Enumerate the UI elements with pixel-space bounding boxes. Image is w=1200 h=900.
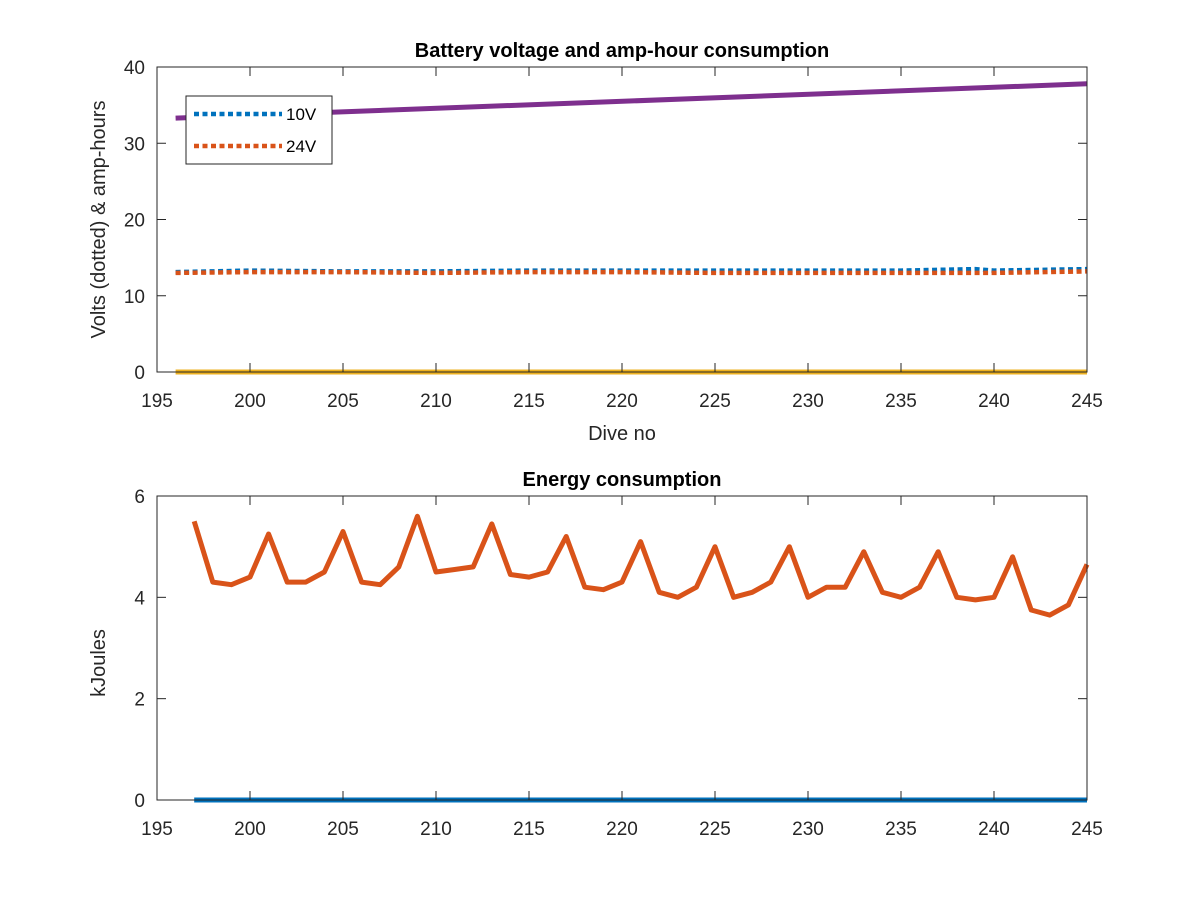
chart-2-x-tick-label: 220: [606, 819, 638, 840]
chart-1-title: Battery voltage and amp-hour consumption: [415, 40, 829, 62]
chart-2-x-tick-label: 195: [141, 819, 173, 840]
chart-1-x-tick-label: 225: [699, 391, 731, 412]
chart-2-series-1-line: [191, 513, 1090, 618]
chart-1-y-tick-label: 0: [134, 363, 145, 384]
chart-1-x-tick-label: 215: [513, 391, 545, 412]
chart-2-x-tick-label: 240: [978, 819, 1010, 840]
chart-1-x-tick-label: 220: [606, 391, 638, 412]
chart-2-x-tick-label: 215: [513, 819, 545, 840]
chart-1-series-10v-line: [175, 266, 1088, 275]
chart-2: 195 200 205 210 215 220 225 230 235 240 245 0 2 4 6 Ene…: [88, 469, 1103, 840]
chart-1-y-tick-label: 20: [124, 211, 145, 232]
chart-2-y-tick-label: 2: [134, 690, 145, 711]
chart-2-x-tick-label: 225: [699, 819, 731, 840]
chart-2-x-tick-label: 200: [234, 819, 266, 840]
chart-2-x-tick-label: 205: [327, 819, 359, 840]
chart-1-x-axis-label: Dive no: [588, 423, 656, 445]
chart-1-x-tick-label: 245: [1071, 391, 1103, 412]
chart-1-x-tick-label: 230: [792, 391, 824, 412]
chart-2-x-tick-label: 235: [885, 819, 917, 840]
chart-1-x-tick-label: 205: [327, 391, 359, 412]
chart-2-x-tick-label: 230: [792, 819, 824, 840]
chart-2-x-tick-label: 245: [1071, 819, 1103, 840]
chart-2-x-tick-label: 210: [420, 819, 452, 840]
chart-1-x-tick-label: 210: [420, 391, 452, 412]
chart-1-series-24v-line: [175, 269, 1088, 276]
chart-1-y-tick-label: 40: [124, 58, 145, 79]
legend-box: [185, 95, 333, 165]
chart-1-x-tick-label: 235: [885, 391, 917, 412]
chart-1-y-tick-label: 10: [124, 287, 145, 308]
chart-2-y-tick-label: 6: [134, 487, 145, 508]
chart-1-x-tick-label: 195: [141, 391, 173, 412]
chart-1-legend: 10V 24V: [185, 95, 333, 165]
chart-2-title: Energy consumption: [523, 469, 722, 491]
legend-label-24v: 24V: [286, 137, 317, 156]
chart-1-x-tick-label: 240: [978, 391, 1010, 412]
chart-2-y-tick-label: 4: [134, 588, 145, 609]
chart-1-x-tick-label: 200: [234, 391, 266, 412]
chart-1: 195 200 205 210 215 220 225 230 235 240 245 0 10 20 30…: [88, 40, 1103, 445]
legend-label-10v: 10V: [286, 105, 317, 124]
chart-1-y-axis-label: Volts (dotted) & amp-hours: [88, 101, 110, 339]
chart-1-y-tick-label: 30: [124, 134, 145, 155]
chart-2-y-axis-label: kJoules: [88, 629, 110, 697]
chart-2-y-tick-label: 0: [134, 791, 145, 812]
